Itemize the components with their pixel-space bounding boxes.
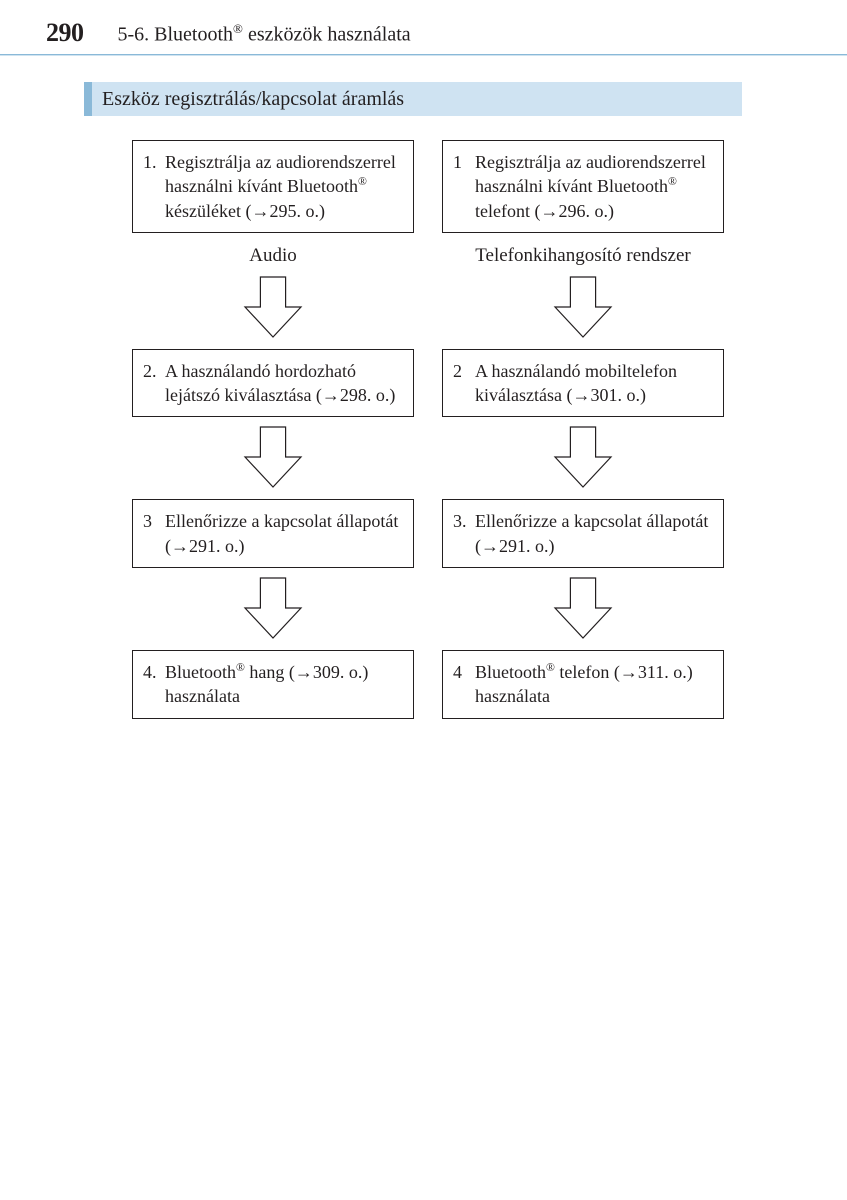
- step-text: Ellenőrizze a kapcsolat állapotát (→291.…: [475, 509, 713, 558]
- flow-step: 3.Ellenőrizze a kapcsolat állapotát (→29…: [442, 499, 724, 568]
- flow-step: 2.A használandó hordozható lejátszó kivá…: [132, 349, 414, 418]
- column-label: Audio: [249, 245, 297, 267]
- registered-icon: ®: [546, 661, 555, 674]
- step-number: 2.: [143, 359, 165, 408]
- step-text: Bluetooth® hang (→309. o.) használata: [165, 660, 403, 709]
- down-arrow-icon: [553, 425, 613, 489]
- chapter-prefix: 5-6. Bluetooth: [118, 24, 234, 46]
- page-number: 290: [46, 18, 84, 48]
- step-number: 4: [453, 660, 475, 709]
- registered-icon: ®: [233, 21, 243, 36]
- flow-step: 1Regisztrálja az audiorendszerrel haszná…: [442, 140, 724, 233]
- chapter-title: 5-6. Bluetooth® eszközök használata: [118, 21, 411, 47]
- step-text: Regisztrálja az audiorendszerrel használ…: [475, 150, 713, 223]
- section-header: Eszköz regisztrálás/kapcsolat áramlás: [84, 82, 742, 116]
- step-number: 2: [453, 359, 475, 408]
- flow-column-left: 1.Regisztrálja az audiorendszerrel haszn…: [128, 140, 418, 719]
- down-arrow-icon: [243, 425, 303, 489]
- flow-step: 2A használandó mobiltelefon kiválasztása…: [442, 349, 724, 418]
- step-text: Regisztrálja az audiorendszerrel használ…: [165, 150, 403, 223]
- flow-step: 3Ellenőrizze a kapcsolat állapotát (→291…: [132, 499, 414, 568]
- flow-step: 4Bluetooth® telefon (→311. o.) használat…: [442, 650, 724, 719]
- flow-step: 4.Bluetooth® hang (→309. o.) használata: [132, 650, 414, 719]
- flow-step: 1.Regisztrálja az audiorendszerrel haszn…: [132, 140, 414, 233]
- step-text: A használandó mobiltelefon kiválasztása …: [475, 359, 713, 408]
- registered-icon: ®: [668, 175, 677, 188]
- step-number: 1.: [143, 150, 165, 223]
- section-title: Eszköz regisztrálás/kapcsolat áramlás: [102, 88, 404, 111]
- step-number: 3.: [453, 509, 475, 558]
- registered-icon: ®: [358, 175, 367, 188]
- flowchart: 1.Regisztrálja az audiorendszerrel haszn…: [128, 140, 728, 719]
- registered-icon: ®: [236, 661, 245, 674]
- step-text: Bluetooth® telefon (→311. o.) használata: [475, 660, 713, 709]
- down-arrow-icon: [243, 275, 303, 339]
- down-arrow-icon: [553, 275, 613, 339]
- step-number: 1: [453, 150, 475, 223]
- flow-column-right: 1Regisztrálja az audiorendszerrel haszná…: [438, 140, 728, 719]
- step-number: 3: [143, 509, 165, 558]
- down-arrow-icon: [553, 576, 613, 640]
- step-number: 4.: [143, 660, 165, 709]
- step-text: A használandó hordozható lejátszó kivála…: [165, 359, 403, 408]
- page-header: 290 5-6. Bluetooth® eszközök használata: [0, 18, 847, 48]
- column-label: Telefonkihangosító rendszer: [475, 245, 691, 267]
- page: 290 5-6. Bluetooth® eszközök használata …: [0, 0, 847, 1200]
- down-arrow-icon: [243, 576, 303, 640]
- header-rule: [0, 54, 847, 56]
- step-text: Ellenőrizze a kapcsolat állapotát (→291.…: [165, 509, 403, 558]
- chapter-suffix: eszközök használata: [243, 24, 411, 46]
